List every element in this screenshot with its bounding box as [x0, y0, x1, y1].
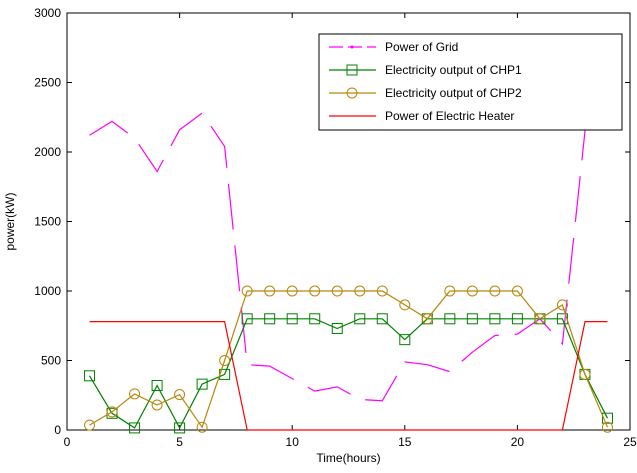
series-layer — [84, 69, 613, 434]
data-point — [534, 313, 546, 325]
data-point — [466, 313, 478, 325]
data-point — [444, 313, 456, 325]
data-point — [376, 285, 388, 297]
legend-label: Power of Electric Heater — [385, 109, 514, 123]
data-point — [331, 323, 343, 335]
data-point — [196, 378, 208, 390]
series-2 — [84, 285, 613, 433]
x-axis: 0 5 10 15 20 25 — [64, 13, 637, 449]
data-point — [84, 419, 96, 431]
y-tick-label: 1500 — [34, 215, 61, 229]
data-point — [129, 388, 141, 400]
data-point — [264, 313, 276, 325]
data-point — [376, 313, 388, 325]
data-point — [174, 389, 186, 401]
data-point — [601, 412, 613, 424]
data-point — [354, 285, 366, 297]
data-point — [286, 313, 298, 325]
data-point — [489, 285, 501, 297]
y-axis-label: power(kW) — [3, 192, 17, 250]
data-point — [309, 313, 321, 325]
y-tick-label: 500 — [41, 354, 61, 368]
series-line — [89, 69, 609, 402]
data-point — [84, 370, 96, 382]
x-tick-label: 0 — [64, 435, 71, 449]
series-0 — [89, 69, 609, 402]
data-point — [331, 285, 343, 297]
series-line — [88, 318, 609, 430]
data-point — [511, 285, 523, 297]
data-point — [174, 422, 186, 434]
data-point — [241, 285, 253, 297]
y-tick-label: 3000 — [34, 6, 61, 20]
legend-label: Power of Grid — [385, 40, 458, 54]
legend-marker — [350, 45, 354, 49]
y-axis: 0 500 1000 1500 2000 2500 3000 — [34, 6, 630, 437]
data-point — [151, 380, 163, 392]
data-point — [579, 368, 591, 380]
data-point — [264, 285, 276, 297]
x-tick-label: 15 — [398, 435, 412, 449]
data-point — [106, 406, 118, 418]
data-point — [444, 285, 456, 297]
data-point — [196, 421, 208, 433]
data-point — [399, 334, 411, 346]
data-point — [129, 422, 141, 434]
series-line — [89, 321, 608, 431]
legend-box — [318, 33, 623, 131]
data-point — [219, 355, 231, 366]
data-point — [489, 313, 501, 325]
data-point — [511, 313, 523, 325]
data-point — [399, 299, 411, 311]
data-point — [151, 399, 163, 411]
x-tick-label: 5 — [176, 435, 183, 449]
y-tick-label: 0 — [54, 423, 61, 437]
legend-marker — [346, 87, 358, 99]
data-point — [466, 285, 478, 297]
x-axis-label: Time(hours) — [316, 451, 380, 465]
legend-label: Electricity output of CHP1 — [385, 63, 522, 77]
x-tick-label: 20 — [511, 435, 525, 449]
data-point — [421, 313, 433, 325]
x-tick-label: 10 — [286, 435, 300, 449]
x-tick-label: 25 — [623, 435, 637, 449]
data-point — [354, 313, 366, 325]
data-point — [309, 285, 321, 297]
y-tick-label: 1000 — [34, 284, 61, 298]
data-point — [241, 313, 253, 325]
series-line — [89, 290, 609, 429]
data-point — [556, 299, 568, 311]
legend-label: Electricity output of CHP2 — [385, 86, 522, 100]
legend-marker — [346, 64, 358, 76]
y-tick-label: 2500 — [34, 76, 61, 90]
data-point — [286, 285, 298, 297]
data-point — [601, 421, 613, 433]
legend: Power of Grid Electricity output of CHP1 E… — [318, 33, 623, 131]
y-tick-label: 2000 — [34, 145, 61, 159]
series-3 — [89, 321, 608, 431]
